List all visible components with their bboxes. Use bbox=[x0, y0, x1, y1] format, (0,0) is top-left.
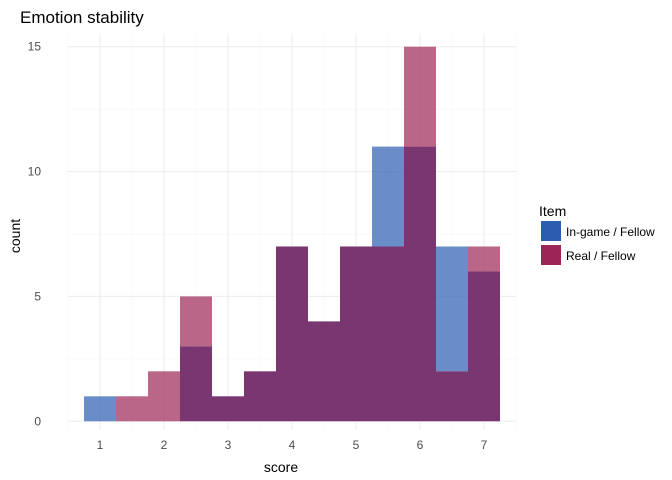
legend-label: In-game / Fellow bbox=[566, 225, 655, 239]
bars bbox=[84, 46, 500, 422]
y-tick-label: 10 bbox=[28, 165, 42, 179]
y-tick-label: 0 bbox=[34, 414, 41, 428]
bar-real-fellow bbox=[116, 396, 148, 422]
x-tick-label: 6 bbox=[417, 438, 424, 452]
bar-in-game-fellow bbox=[372, 146, 404, 247]
x-axis-ticks: 1 2 3 4 5 6 7 bbox=[97, 438, 488, 452]
y-axis-title: count bbox=[7, 219, 23, 253]
legend-swatch bbox=[541, 245, 561, 265]
bar-overlap bbox=[212, 396, 244, 422]
legend: Item In-game / Fellow Real / Fellow bbox=[539, 203, 655, 265]
chart-title: Emotion stability bbox=[20, 8, 144, 27]
bar-overlap bbox=[244, 371, 276, 422]
bar-overlap bbox=[308, 321, 340, 422]
y-axis-ticks: 0 5 10 15 bbox=[28, 40, 42, 429]
x-tick-label: 4 bbox=[289, 438, 296, 452]
legend-title: Item bbox=[539, 203, 566, 219]
legend-label: Real / Fellow bbox=[566, 249, 636, 263]
bar-overlap bbox=[404, 146, 436, 422]
bar-in-game-fellow bbox=[436, 246, 468, 372]
y-tick-label: 15 bbox=[28, 40, 42, 54]
bar-overlap bbox=[276, 246, 308, 422]
bar-overlap bbox=[340, 246, 372, 422]
x-tick-label: 2 bbox=[161, 438, 168, 452]
y-tick-label: 5 bbox=[34, 289, 41, 303]
x-tick-label: 1 bbox=[97, 438, 104, 452]
bar-overlap bbox=[180, 346, 212, 422]
x-tick-label: 3 bbox=[225, 438, 232, 452]
bar-overlap bbox=[372, 246, 404, 422]
x-axis-title: score bbox=[264, 459, 298, 475]
bar-real-fellow bbox=[180, 296, 212, 347]
bar-real-fellow bbox=[148, 371, 180, 422]
legend-swatch bbox=[541, 221, 561, 241]
x-tick-label: 7 bbox=[481, 438, 488, 452]
x-tick-label: 5 bbox=[353, 438, 360, 452]
bar-real-fellow bbox=[404, 46, 436, 147]
bar-overlap bbox=[436, 371, 468, 422]
bar-real-fellow bbox=[468, 246, 500, 272]
grid bbox=[67, 33, 517, 430]
bar-in-game-fellow bbox=[84, 396, 116, 422]
bar-overlap bbox=[468, 271, 500, 422]
